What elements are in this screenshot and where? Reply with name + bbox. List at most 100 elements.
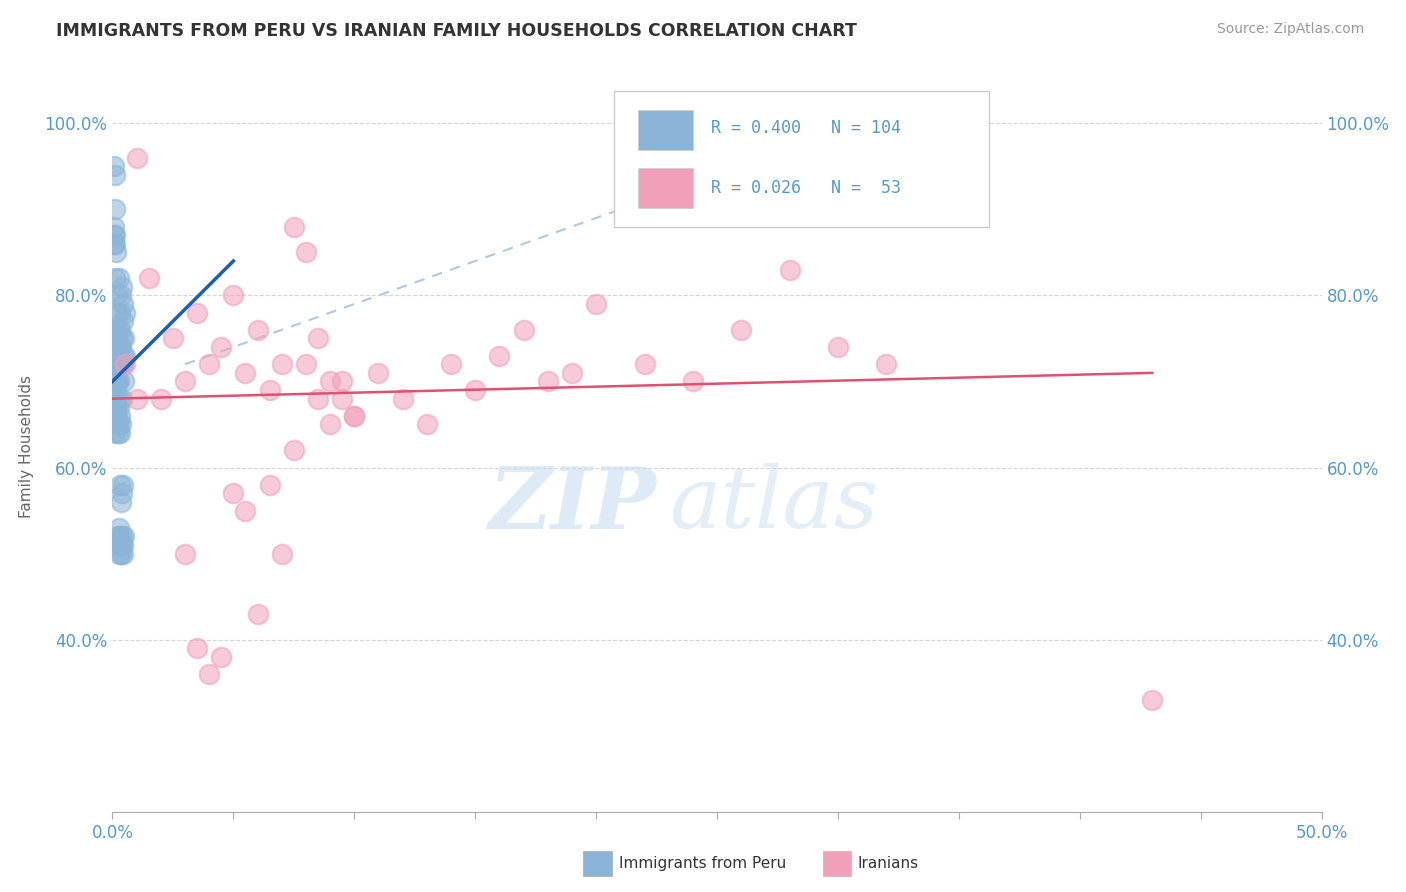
Point xyxy=(103,349,125,363)
Point xyxy=(112,538,135,552)
Point xyxy=(104,168,127,182)
Point xyxy=(108,375,131,389)
Point xyxy=(633,357,655,371)
Point xyxy=(367,366,389,380)
Point xyxy=(103,357,125,371)
Point xyxy=(103,331,125,345)
Point xyxy=(108,305,131,319)
Point xyxy=(440,357,463,371)
Point xyxy=(110,288,132,302)
Point xyxy=(101,375,124,389)
Point xyxy=(561,366,583,380)
Point xyxy=(174,547,197,561)
Point xyxy=(104,375,127,389)
Point xyxy=(103,159,125,173)
Point xyxy=(104,331,127,345)
Point xyxy=(105,340,128,354)
Point xyxy=(343,409,366,423)
Point xyxy=(512,323,534,337)
Point xyxy=(112,375,135,389)
Point xyxy=(108,357,131,371)
Text: Iranians: Iranians xyxy=(858,856,918,871)
Point xyxy=(103,357,125,371)
Y-axis label: Family Households: Family Households xyxy=(18,375,34,517)
Point xyxy=(104,340,127,354)
Point xyxy=(112,529,135,543)
Point xyxy=(103,331,125,345)
Point xyxy=(270,547,292,561)
Point xyxy=(779,262,801,277)
Point xyxy=(103,366,125,380)
Point xyxy=(104,426,127,441)
Point xyxy=(108,340,131,354)
Point xyxy=(110,426,132,441)
Point xyxy=(107,271,129,285)
Point xyxy=(110,547,132,561)
Point xyxy=(103,323,125,337)
Point xyxy=(105,529,128,543)
Point xyxy=(112,331,135,345)
Text: atlas: atlas xyxy=(669,463,877,546)
Point xyxy=(235,366,257,380)
Point xyxy=(270,357,292,371)
Text: Immigrants from Peru: Immigrants from Peru xyxy=(619,856,786,871)
Point xyxy=(107,401,129,415)
Point xyxy=(111,538,134,552)
Point xyxy=(125,151,148,165)
FancyBboxPatch shape xyxy=(638,168,693,209)
Point xyxy=(104,228,127,243)
Point xyxy=(537,375,560,389)
Point xyxy=(108,349,131,363)
Point xyxy=(827,340,849,354)
Point xyxy=(103,392,125,406)
Point xyxy=(209,340,232,354)
Point xyxy=(103,236,125,251)
Point xyxy=(110,340,132,354)
Point xyxy=(246,607,269,621)
Point xyxy=(105,401,128,415)
Point xyxy=(105,357,128,371)
Point xyxy=(307,331,329,345)
Point xyxy=(101,357,124,371)
Point xyxy=(104,271,127,285)
Point xyxy=(105,305,128,319)
Point xyxy=(105,245,128,260)
Point xyxy=(111,529,134,543)
Point xyxy=(330,375,353,389)
Point xyxy=(464,383,486,397)
Point xyxy=(104,236,127,251)
Point xyxy=(105,357,128,371)
Point xyxy=(103,392,125,406)
Point xyxy=(209,649,232,664)
Point xyxy=(110,417,132,432)
Point xyxy=(111,547,134,561)
Point xyxy=(104,349,127,363)
Point xyxy=(1142,693,1164,707)
Point xyxy=(104,366,127,380)
Point xyxy=(319,375,342,389)
Point xyxy=(105,366,128,380)
Point xyxy=(488,349,510,363)
Point xyxy=(104,202,127,217)
Point xyxy=(111,392,134,406)
Point xyxy=(104,349,127,363)
Point xyxy=(105,375,128,389)
Point xyxy=(105,366,128,380)
Text: R = 0.026   N =  53: R = 0.026 N = 53 xyxy=(711,178,901,197)
Point xyxy=(103,323,125,337)
Point xyxy=(103,357,125,371)
Point xyxy=(108,417,131,432)
Point xyxy=(105,375,128,389)
Point xyxy=(105,417,128,432)
Point xyxy=(730,323,752,337)
Point xyxy=(114,349,136,363)
Point xyxy=(107,426,129,441)
Point xyxy=(138,271,160,285)
Point xyxy=(107,538,129,552)
Point xyxy=(682,375,704,389)
Point xyxy=(149,392,172,406)
Point xyxy=(111,331,134,345)
Point xyxy=(110,323,132,337)
Point xyxy=(259,477,281,491)
Point xyxy=(114,305,136,319)
